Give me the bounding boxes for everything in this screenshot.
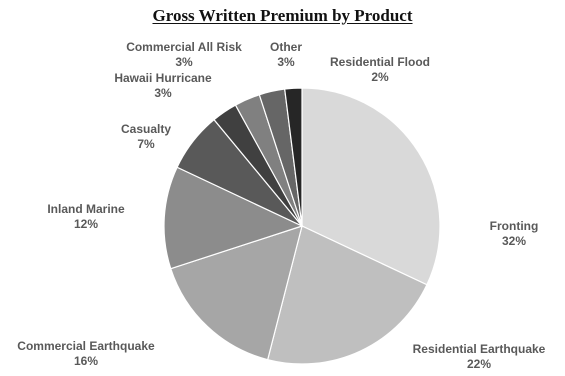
slice-percent: 2% xyxy=(371,70,389,84)
slice-percent: 3% xyxy=(277,55,295,69)
slice-name: Commercial All Risk xyxy=(126,40,242,54)
slice-label-residential-earthquake: Residential Earthquake 22% xyxy=(413,342,546,371)
slice-name: Inland Marine xyxy=(47,202,125,216)
pie-slice-inland-marine xyxy=(163,166,304,270)
pie-slice-residential-flood xyxy=(284,87,303,227)
pie-slice-commercial-earthquake xyxy=(169,225,303,361)
slice-name: Casualty xyxy=(121,122,171,136)
slice-name: Commercial Earthquake xyxy=(17,339,155,353)
slice-label-other: Other 3% xyxy=(270,40,302,69)
slice-label-commercial-all-risk: Commercial All Risk 3% xyxy=(126,40,242,69)
pie-slice-residential-earthquake xyxy=(266,225,428,365)
slice-label-hawaii-hurricane: Hawaii Hurricane 3% xyxy=(114,71,212,100)
slice-name: Residential Earthquake xyxy=(413,342,546,356)
slice-percent: 12% xyxy=(74,217,98,231)
slice-percent: 22% xyxy=(467,357,491,371)
slice-percent: 32% xyxy=(502,234,526,248)
slice-percent: 3% xyxy=(154,86,172,100)
slice-name: Fronting xyxy=(490,219,539,233)
slice-name: Other xyxy=(270,40,302,54)
slice-percent: 3% xyxy=(175,55,193,69)
pie-labels: Fronting 32% Residential Earthquake 22% Comm… xyxy=(17,40,545,371)
slice-label-residential-flood: Residential Flood 2% xyxy=(330,55,430,84)
slice-name: Residential Flood xyxy=(330,55,430,69)
chart-title: Gross Written Premium by Product xyxy=(152,6,413,25)
slice-label-casualty: Casualty 7% xyxy=(121,122,171,151)
slice-name: Hawaii Hurricane xyxy=(114,71,212,85)
pie-slice-fronting xyxy=(301,87,441,286)
slice-percent: 7% xyxy=(137,137,155,151)
pie-slices xyxy=(163,87,441,365)
slice-label-inland-marine: Inland Marine 12% xyxy=(47,202,125,231)
slice-percent: 16% xyxy=(74,354,98,368)
slice-label-fronting: Fronting 32% xyxy=(490,219,539,248)
slice-label-commercial-earthquake: Commercial Earthquake 16% xyxy=(17,339,155,368)
